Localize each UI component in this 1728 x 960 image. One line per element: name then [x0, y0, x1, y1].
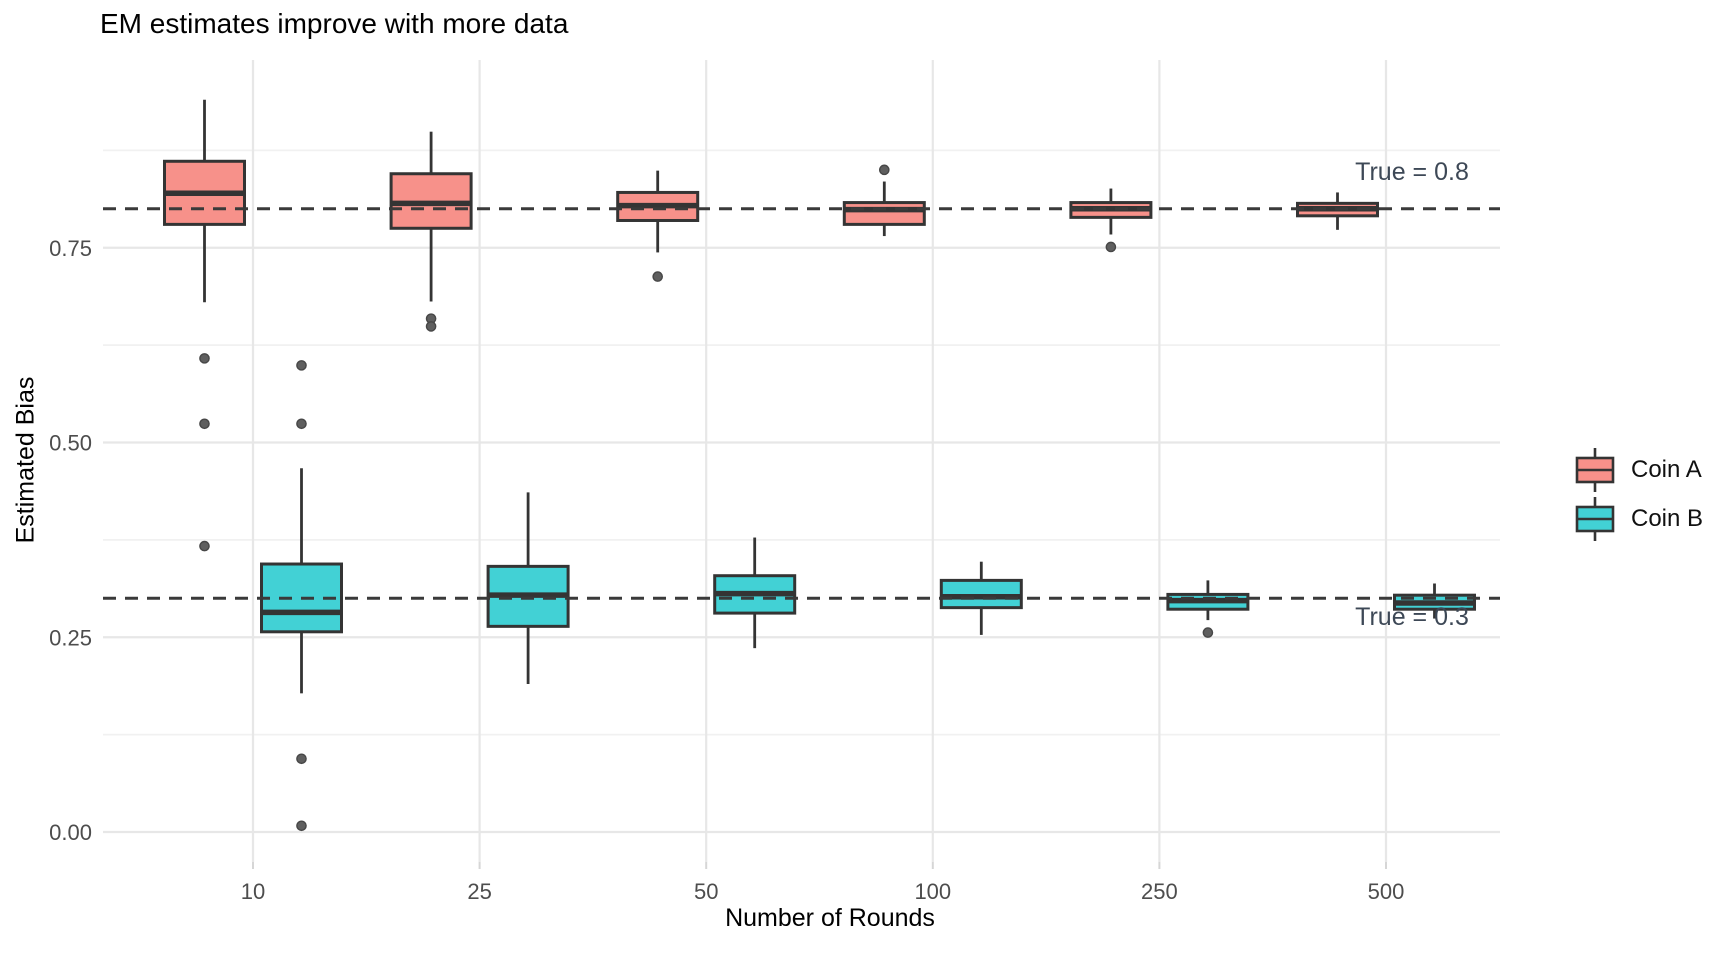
boxplot-coin-b-250 [1166, 580, 1250, 638]
boxplot-key-icon [1575, 497, 1615, 541]
legend: Coin A Coin B [1572, 447, 1703, 542]
x-tick-marks [252, 862, 1387, 869]
outlier-point [879, 164, 890, 176]
x-tick-labels: 10 25 50 100 250 500 [241, 879, 1405, 904]
outlier-point [296, 418, 307, 430]
outlier-point [652, 271, 664, 282]
legend-label-coin-a: Coin A [1631, 456, 1702, 483]
x-axis-title: Number of Rounds [725, 904, 935, 932]
boxplot-coin-a-25 [389, 131, 473, 332]
x-tick-label: 10 [241, 879, 265, 904]
y-tick-label: 0.25 [49, 625, 92, 650]
boxplot-coin-b-100 [939, 561, 1023, 635]
y-tick-label: 0.75 [49, 236, 92, 261]
outlier-point [425, 321, 437, 332]
boxplot-coin-a-100 [842, 164, 926, 237]
y-axis-title: Estimated Bias [11, 376, 40, 544]
boxplot-coin-a-250 [1069, 188, 1153, 253]
outlier-point [296, 360, 307, 371]
boxplot-coin-b-25 [486, 492, 570, 684]
outlier-point [1202, 627, 1214, 638]
boxplot-coin-a-10 [163, 99, 246, 552]
boxplot-key-icon [1575, 448, 1615, 492]
boxplot-coin-a-500 [1296, 192, 1379, 230]
y-tick-label: 0.00 [49, 820, 92, 845]
reference-lines [103, 207, 1500, 600]
legend-item-coin-b: Coin B [1572, 496, 1703, 542]
gridlines-major [103, 60, 1500, 862]
outlier-point [296, 753, 307, 765]
annotation-true-0-3: True = 0.3 [1355, 603, 1469, 632]
boxplot-coin-a-50 [616, 170, 700, 282]
y-tick-label: 0.50 [49, 431, 92, 456]
gridlines-minor [103, 149, 1500, 736]
annotation-true-0-8: True = 0.8 [1355, 157, 1469, 186]
outlier-point [296, 820, 307, 832]
y-tick-labels: 0.00 0.25 0.50 0.75 [49, 236, 92, 845]
legend-label-coin-b: Coin B [1631, 505, 1704, 532]
outlier-point [199, 353, 210, 364]
chart-title: EM estimates improve with more data [100, 8, 569, 39]
x-tick-label: 50 [694, 879, 718, 904]
x-tick-label: 500 [1368, 879, 1405, 904]
outlier-point [199, 540, 210, 552]
outlier-point [1105, 241, 1117, 253]
outlier-point [199, 418, 210, 430]
legend-item-coin-a: Coin A [1572, 447, 1703, 493]
boxplot-coin-b-50 [713, 537, 797, 649]
x-tick-label: 250 [1141, 879, 1178, 904]
x-tick-label: 100 [914, 879, 951, 904]
x-tick-label: 25 [467, 879, 491, 904]
boxplot-coin-b-10 [260, 360, 343, 832]
